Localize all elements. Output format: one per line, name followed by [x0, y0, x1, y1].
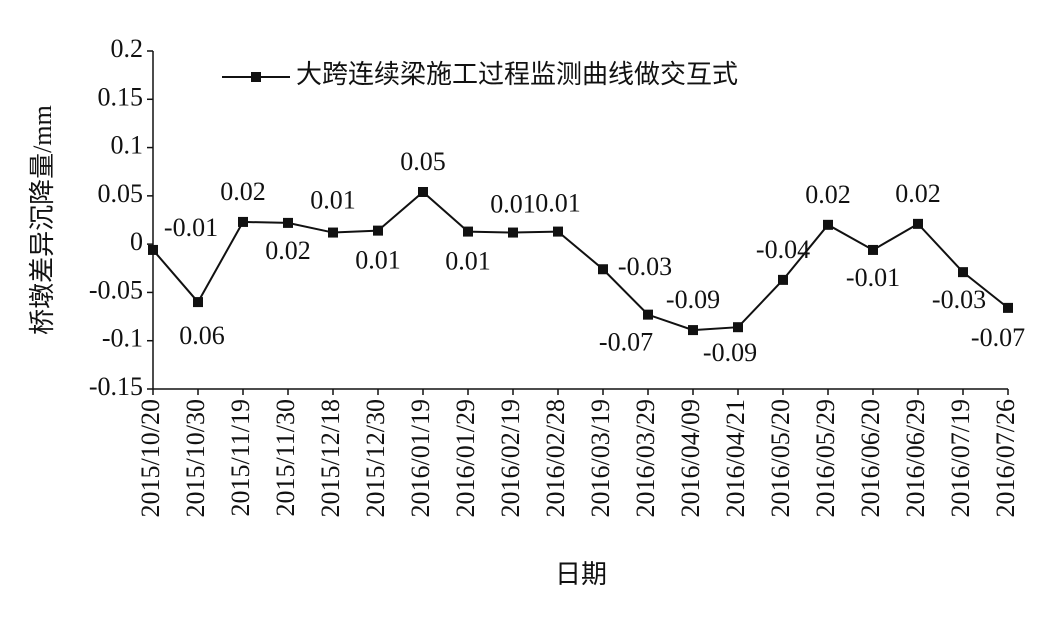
x-tick-label: 2016/07/19: [946, 399, 975, 517]
x-tick-label: 2016/01/29: [451, 399, 480, 517]
y-tick-label: -0.1: [102, 324, 143, 353]
marker: [598, 264, 608, 275]
data-label: -0.09: [666, 285, 720, 314]
y-tick-label: -0.15: [89, 372, 143, 401]
marker: [283, 217, 293, 228]
marker: [913, 218, 923, 229]
data-label: -0.09: [703, 338, 757, 367]
x-tick-label: 2016/05/29: [811, 399, 840, 517]
x-tick-label: 2016/06/29: [901, 399, 930, 517]
x-tick-label: 2016/04/09: [676, 399, 705, 517]
data-label: -0.01: [846, 263, 900, 292]
data-label: 0.01: [445, 247, 491, 276]
marker: [508, 227, 518, 238]
x-axis-title: 日期: [555, 560, 607, 589]
line: [152, 190, 1009, 332]
data-label: -0.01: [164, 213, 218, 242]
data-label: -0.04: [756, 235, 810, 264]
marker: [553, 226, 563, 237]
data-label: 0.02: [895, 179, 941, 208]
data-label: 0.01: [310, 186, 356, 215]
x-tick-label: 2015/10/30: [181, 399, 210, 517]
x-tick-label: 2016/02/19: [496, 399, 525, 517]
data-label: 0.02: [220, 177, 266, 206]
marker: [868, 244, 878, 255]
x-tick-label: 2016/06/20: [856, 399, 885, 517]
marker: [778, 274, 788, 285]
marker: [328, 227, 338, 238]
data-label: 0.05: [400, 147, 446, 176]
x-tick-label: 2015/12/18: [316, 399, 345, 517]
marker: [1003, 302, 1013, 313]
y-axis-title: 桥墩差异沉降量/mm: [28, 105, 57, 335]
data-label: -0.07: [599, 328, 653, 357]
y-tick-label: 0.05: [98, 179, 144, 208]
data-label: -0.03: [932, 285, 986, 314]
x-tick-label: 2015/10/20: [136, 399, 165, 517]
x-tick-label: 2016/05/20: [766, 399, 795, 517]
data-label: 0.01: [355, 246, 401, 275]
legend-label: 大跨连续梁施工过程监测曲线做交互式: [296, 60, 738, 89]
y-tick-label: -0.05: [89, 275, 143, 304]
x-tick-label: 2016/03/29: [631, 399, 660, 517]
x-tick-label: 2015/11/19: [226, 399, 255, 516]
y-tick-label: 0: [130, 227, 143, 256]
x-tick-label: 2016/01/19: [406, 399, 435, 517]
y-tick-label: 0.2: [111, 34, 144, 63]
data-label: 0.02: [265, 236, 311, 265]
data-label: -0.07: [971, 323, 1025, 352]
data-label: 0.06: [179, 321, 225, 350]
y-tick-label: 0.1: [111, 131, 144, 160]
marker: [823, 219, 833, 230]
marker: [733, 322, 743, 333]
marker: [958, 267, 968, 278]
x-tick-label: 2016/02/28: [541, 399, 570, 517]
marker: [238, 216, 248, 227]
marker: [418, 186, 428, 197]
data-label: 0.01: [490, 190, 536, 219]
legend-marker: [251, 72, 261, 82]
x-tick-label: 2016/04/21: [721, 399, 750, 517]
data-label: 0.01: [535, 189, 581, 218]
marker: [373, 225, 383, 236]
x-tick-label: 2016/03/19: [586, 399, 615, 517]
data-label: -0.03: [618, 252, 672, 281]
data-label: 0.02: [805, 180, 851, 209]
marker: [688, 325, 698, 336]
x-tick-label: 2015/11/30: [271, 399, 300, 516]
marker: [193, 297, 203, 308]
marker: [643, 309, 653, 320]
x-tick-label: 2015/12/30: [361, 399, 390, 517]
marker: [148, 244, 158, 255]
y-tick-label: 0.15: [98, 82, 144, 111]
x-tick-label: 2016/07/26: [991, 399, 1020, 517]
marker: [463, 226, 473, 237]
